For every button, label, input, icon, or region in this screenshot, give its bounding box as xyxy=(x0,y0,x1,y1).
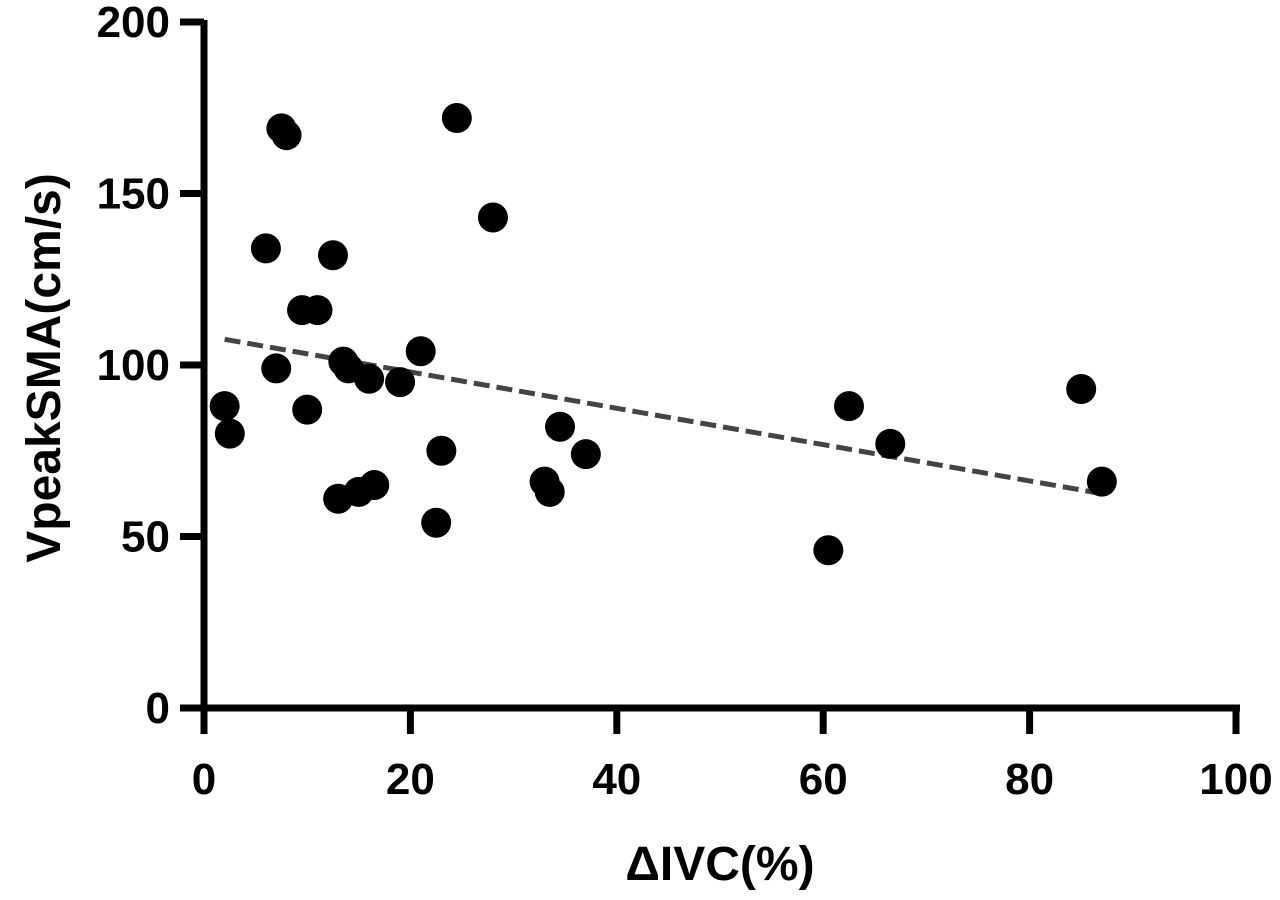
data-point xyxy=(834,391,864,422)
y-tick-label: 150 xyxy=(97,170,170,219)
y-tick-label: 200 xyxy=(97,0,170,47)
data-point xyxy=(477,202,508,233)
data-point xyxy=(359,470,390,501)
x-tick-label: 40 xyxy=(592,755,641,804)
data-point xyxy=(1066,374,1097,405)
ticks: 0 50 100 150 200 0 20 40 60 80 100 xyxy=(97,0,1273,804)
data-point xyxy=(426,435,457,466)
data-point xyxy=(261,353,292,384)
data-point xyxy=(570,439,601,470)
x-tick-label: 100 xyxy=(1199,755,1272,804)
data-point xyxy=(318,240,348,271)
data-point xyxy=(405,336,436,367)
y-tick-label: 100 xyxy=(97,341,170,390)
data-point xyxy=(385,367,416,398)
data-point xyxy=(421,507,452,538)
data-point xyxy=(302,295,333,326)
data-point xyxy=(209,391,240,422)
data-points xyxy=(209,103,1117,566)
data-point xyxy=(250,233,281,264)
y-tick-label: 50 xyxy=(121,513,170,562)
x-axis-title: ΔIVC(%) xyxy=(625,838,814,891)
data-point xyxy=(1086,466,1117,497)
y-axis-title: VpeakSMA(cm/s) xyxy=(18,173,71,562)
data-point xyxy=(813,535,844,566)
data-point xyxy=(292,394,323,425)
data-point xyxy=(875,428,906,459)
data-point xyxy=(534,476,565,507)
data-point xyxy=(271,120,302,151)
y-tick-label: 0 xyxy=(146,684,170,733)
x-tick-label: 20 xyxy=(386,755,435,804)
data-point xyxy=(545,411,576,442)
x-tick-label: 60 xyxy=(799,755,848,804)
data-point xyxy=(214,418,245,449)
x-tick-label: 80 xyxy=(1005,755,1054,804)
x-tick-label: 0 xyxy=(192,755,216,804)
data-point xyxy=(354,363,385,394)
data-point xyxy=(441,103,472,134)
